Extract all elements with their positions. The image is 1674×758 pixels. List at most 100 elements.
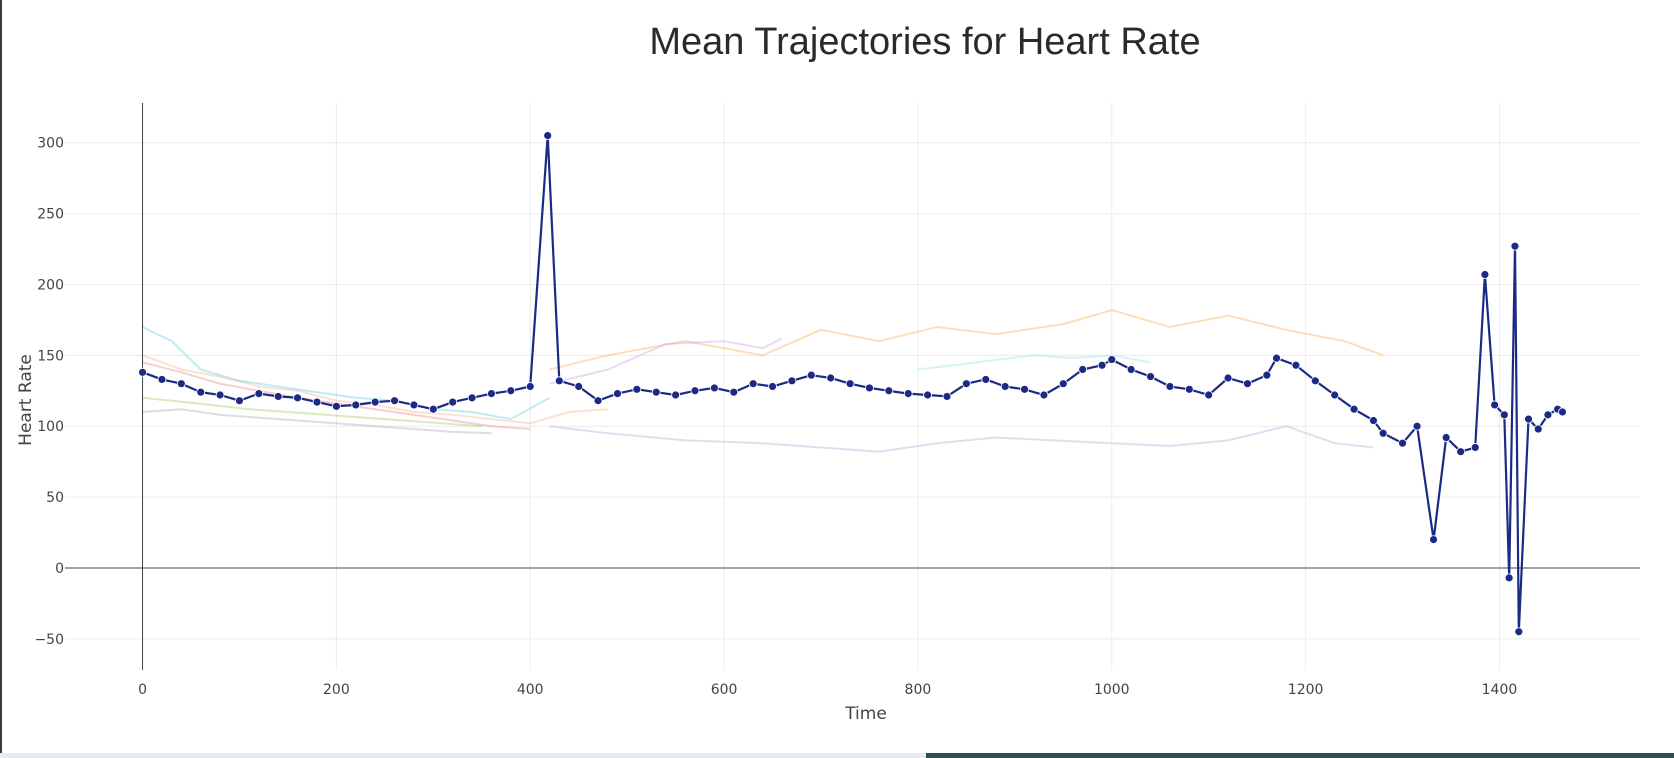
mean-point-79[interactable]: [1524, 414, 1533, 424]
mean-point-57[interactable]: [1223, 373, 1233, 383]
mean-point-33[interactable]: [768, 382, 777, 391]
mean-point-48[interactable]: [1058, 379, 1068, 389]
mean-point-76[interactable]: [1504, 573, 1514, 583]
y-tick-label: 200: [37, 277, 64, 293]
y-axis-title: Heart Rate: [16, 354, 36, 446]
mean-point-20[interactable]: [525, 382, 535, 391]
mean-point-62[interactable]: [1310, 376, 1320, 386]
mean-point-49[interactable]: [1078, 365, 1088, 374]
mean-point-42[interactable]: [942, 392, 952, 401]
mean-point-73[interactable]: [1480, 270, 1490, 279]
mean-point-51[interactable]: [1107, 355, 1117, 364]
mean-point-17[interactable]: [467, 393, 477, 403]
mean-point-70[interactable]: [1441, 433, 1451, 442]
mean-point-47[interactable]: [1039, 390, 1049, 400]
mean-point-41[interactable]: [923, 390, 933, 400]
mean-point-56[interactable]: [1204, 390, 1214, 400]
mean-point-19[interactable]: [506, 386, 516, 396]
mean-point-38[interactable]: [865, 383, 874, 393]
mean-trajectory[interactable]: [138, 131, 1567, 637]
mean-point-7[interactable]: [273, 392, 283, 401]
mean-point-72[interactable]: [1470, 443, 1480, 452]
mean-point-61[interactable]: [1291, 360, 1301, 370]
mean-point-67[interactable]: [1398, 438, 1407, 448]
mean-point-80[interactable]: [1533, 424, 1543, 434]
individual-trajectories: [142, 308, 1384, 453]
mean-point-31[interactable]: [729, 387, 739, 397]
mean-point-81[interactable]: [1543, 410, 1553, 420]
mean-point-40[interactable]: [903, 389, 913, 398]
mean-point-10[interactable]: [331, 401, 341, 411]
mean-point-71[interactable]: [1456, 447, 1466, 457]
x-tick-label: 200: [323, 682, 350, 698]
mean-point-63[interactable]: [1330, 390, 1340, 400]
mean-point-39[interactable]: [884, 386, 894, 396]
mean-point-59[interactable]: [1262, 370, 1272, 380]
trajectory-line-7: [549, 337, 783, 385]
y-tick-label: 50: [46, 490, 64, 506]
x-tick-label: 1200: [1288, 682, 1324, 698]
mean-point-6[interactable]: [254, 389, 264, 398]
mean-point-69[interactable]: [1429, 535, 1438, 544]
mean-point-78[interactable]: [1514, 627, 1524, 637]
mean-point-37[interactable]: [845, 379, 855, 389]
mean-point-65[interactable]: [1369, 416, 1378, 425]
mean-point-36[interactable]: [826, 373, 836, 383]
mean-point-9[interactable]: [312, 397, 322, 407]
mean-point-45[interactable]: [1000, 382, 1010, 391]
mean-point-3[interactable]: [196, 387, 206, 397]
mean-point-83[interactable]: [1558, 407, 1567, 417]
bottom-strip: [0, 753, 1674, 758]
mean-point-75[interactable]: [1499, 410, 1509, 420]
mean-point-25[interactable]: [613, 389, 622, 398]
mean-point-35[interactable]: [806, 370, 816, 380]
mean-point-1[interactable]: [157, 375, 167, 384]
mean-point-8[interactable]: [293, 393, 303, 403]
mean-point-66[interactable]: [1378, 428, 1388, 438]
mean-point-29[interactable]: [690, 386, 700, 396]
mean-point-11[interactable]: [351, 400, 361, 410]
mean-point-34[interactable]: [787, 376, 797, 386]
mean-point-46[interactable]: [1020, 384, 1029, 394]
mean-point-16[interactable]: [448, 397, 458, 407]
mean-point-26[interactable]: [632, 384, 642, 394]
mean-point-54[interactable]: [1165, 382, 1175, 391]
left-window-border: [0, 0, 2, 758]
mean-point-22[interactable]: [554, 376, 564, 386]
mean-point-4[interactable]: [215, 390, 225, 400]
mean-point-21[interactable]: [543, 131, 553, 141]
mean-point-32[interactable]: [748, 379, 758, 389]
mean-point-50[interactable]: [1097, 360, 1107, 370]
mean-point-55[interactable]: [1184, 384, 1194, 394]
mean-point-44[interactable]: [981, 375, 991, 384]
mean-point-43[interactable]: [961, 379, 971, 389]
mean-point-12[interactable]: [370, 397, 380, 407]
mean-point-53[interactable]: [1146, 372, 1155, 381]
mean-point-18[interactable]: [487, 389, 496, 398]
mean-point-60[interactable]: [1272, 353, 1281, 363]
mean-point-58[interactable]: [1243, 379, 1252, 389]
mean-point-23[interactable]: [574, 382, 584, 391]
x-tick-label: 800: [905, 682, 932, 698]
x-tick-label: 1400: [1482, 682, 1518, 698]
mean-point-27[interactable]: [651, 387, 661, 397]
mean-point-30[interactable]: [709, 383, 719, 393]
trajectory-line-8: [917, 354, 1151, 371]
y-tick-label: 150: [37, 348, 64, 364]
mean-point-52[interactable]: [1126, 365, 1136, 374]
mean-point-74[interactable]: [1490, 400, 1500, 410]
mean-point-13[interactable]: [390, 396, 399, 406]
mean-point-24[interactable]: [593, 396, 603, 406]
mean-point-15[interactable]: [428, 404, 438, 414]
mean-point-14[interactable]: [409, 400, 419, 410]
mean-point-2[interactable]: [176, 379, 186, 389]
mean-point-5[interactable]: [235, 396, 244, 406]
axis-lines: [65, 103, 1640, 670]
mean-point-77[interactable]: [1510, 241, 1520, 251]
x-tick-label: 400: [517, 682, 544, 698]
mean-point-28[interactable]: [671, 390, 681, 400]
mean-point-68[interactable]: [1412, 421, 1422, 431]
mean-point-0[interactable]: [138, 367, 147, 377]
mean-point-64[interactable]: [1349, 404, 1359, 414]
